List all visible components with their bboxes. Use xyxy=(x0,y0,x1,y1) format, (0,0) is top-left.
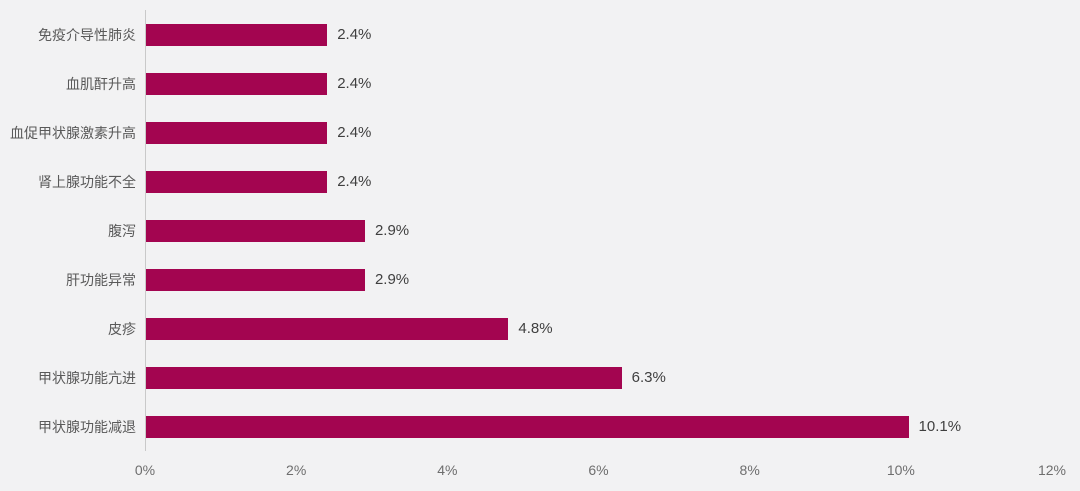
category-label: 血促甲状腺激素升高 xyxy=(10,124,136,141)
bar xyxy=(146,268,365,291)
bar-track: 2.9% xyxy=(145,206,1052,255)
category-label: 肾上腺功能不全 xyxy=(38,173,136,190)
x-tick-label: 4% xyxy=(437,462,458,478)
x-tick-label: 8% xyxy=(739,462,760,478)
bar xyxy=(146,121,328,144)
value-label: 10.1% xyxy=(918,418,962,435)
bar xyxy=(146,317,509,340)
category-label: 血肌酐升高 xyxy=(66,75,136,92)
bar xyxy=(146,366,622,389)
bar xyxy=(146,72,328,95)
x-tick-label: 12% xyxy=(1037,462,1067,478)
x-tick-label: 6% xyxy=(588,462,609,478)
bar-track: 4.8% xyxy=(145,304,1052,353)
category-label: 皮疹 xyxy=(108,320,136,337)
value-label: 2.4% xyxy=(337,173,372,190)
bar xyxy=(146,23,328,46)
bar xyxy=(146,170,328,193)
bar xyxy=(146,415,909,438)
category-label: 免疫介导性肺炎 xyxy=(38,26,136,43)
value-label: 2.4% xyxy=(337,75,372,92)
x-axis: 0% 2% 4% 6% 8% 10% 12% xyxy=(135,451,1066,487)
bar-track: 6.3% xyxy=(145,353,1052,402)
value-label: 2.4% xyxy=(337,124,372,141)
bar-track: 2.9% xyxy=(145,255,1052,304)
x-tick-label: 0% xyxy=(134,462,156,478)
bar-track: 2.4% xyxy=(145,59,1052,108)
bar-track: 2.4% xyxy=(145,10,1052,59)
value-label: 4.8% xyxy=(518,320,553,337)
value-label: 2.9% xyxy=(374,271,410,288)
value-label: 2.9% xyxy=(374,222,410,239)
category-label: 甲状腺功能亢进 xyxy=(38,369,136,386)
category-label: 肝功能异常 xyxy=(66,271,136,288)
value-label: 2.4% xyxy=(337,26,372,43)
chart-plot-area: 免疫介导性肺炎 2.4% 血肌酐升高 2.4% 血促甲状腺激素升高 2.4% 肾上腺功能不全… xyxy=(0,10,1066,487)
category-label: 甲状腺功能减退 xyxy=(38,418,136,435)
bar-track: 2.4% xyxy=(145,157,1052,206)
x-tick-label: 10% xyxy=(886,462,915,478)
bar-track: 10.1% xyxy=(145,402,1052,451)
axis-spacer xyxy=(0,451,145,487)
category-label: 腹泻 xyxy=(108,222,136,239)
bar xyxy=(146,219,365,242)
value-label: 6.3% xyxy=(631,369,666,386)
bar-track: 2.4% xyxy=(145,108,1052,157)
x-tick-label: 2% xyxy=(286,462,307,478)
